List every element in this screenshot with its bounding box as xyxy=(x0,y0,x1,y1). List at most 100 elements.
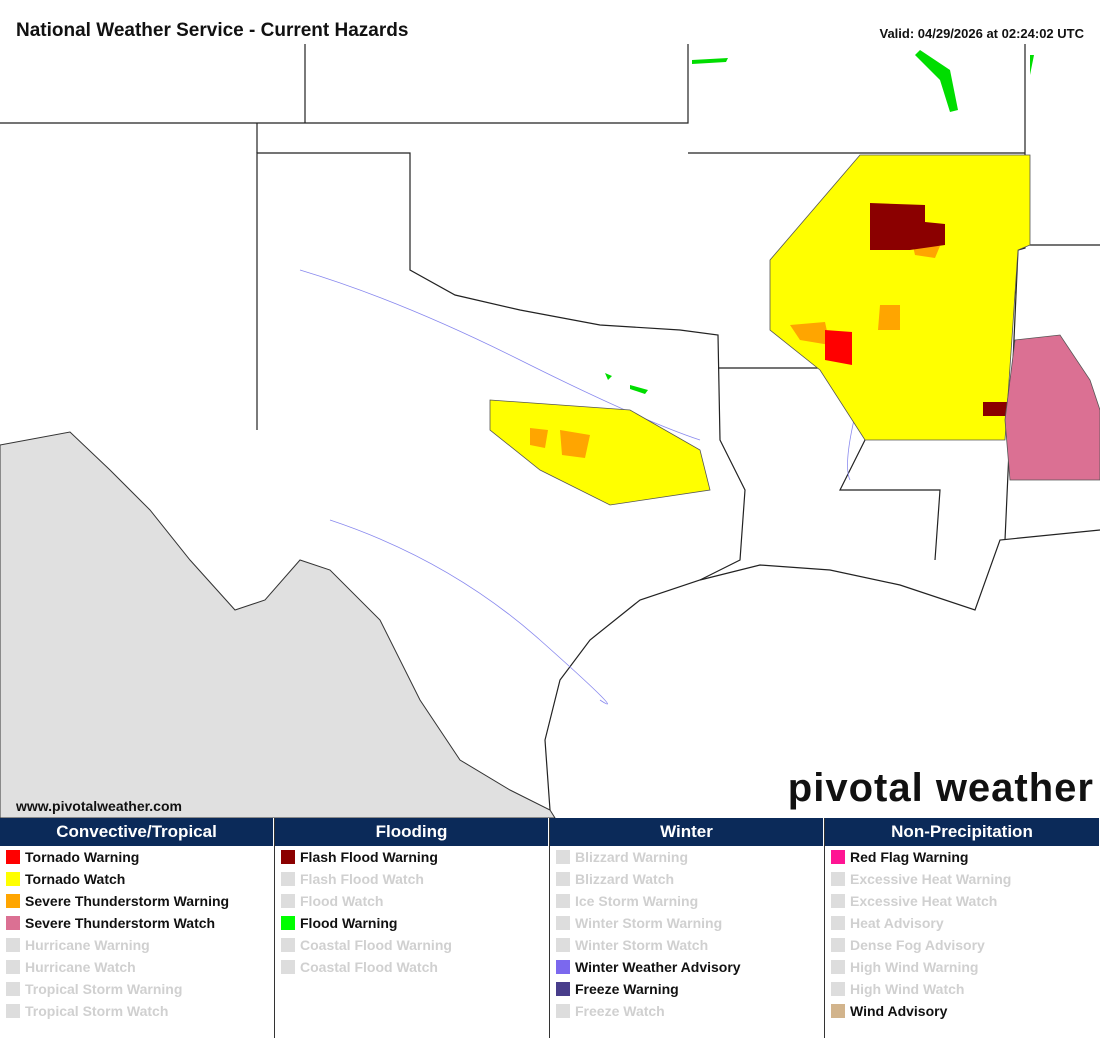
legend-label: Excessive Heat Watch xyxy=(850,893,998,909)
legend-item: Tropical Storm Watch xyxy=(0,1000,274,1022)
legend-label: Hurricane Warning xyxy=(25,937,150,953)
legend-swatch xyxy=(556,938,570,952)
legend-item: High Wind Warning xyxy=(825,956,1100,978)
legend-label: Winter Storm Watch xyxy=(575,937,709,953)
map xyxy=(0,44,1100,818)
legend-item: Hurricane Watch xyxy=(0,956,274,978)
legend-item: Blizzard Watch xyxy=(550,868,824,890)
legend-swatch xyxy=(6,982,20,996)
legend-heading: Non-Precipitation xyxy=(825,818,1100,846)
legend-swatch xyxy=(556,1004,570,1018)
legend-swatch xyxy=(556,960,570,974)
legend-item: Winter Storm Warning xyxy=(550,912,824,934)
legend-item: Freeze Watch xyxy=(550,1000,824,1022)
legend-item: Hurricane Warning xyxy=(0,934,274,956)
legend-label: Heat Advisory xyxy=(850,915,944,931)
legend-label: Tropical Storm Warning xyxy=(25,981,183,997)
legend-label: Tornado Watch xyxy=(25,871,126,887)
legend-label: Tropical Storm Watch xyxy=(25,1003,169,1019)
legend-swatch xyxy=(281,850,295,864)
legend-label: Flood Warning xyxy=(300,915,398,931)
legend-label: Severe Thunderstorm Watch xyxy=(25,915,216,931)
legend-label: High Wind Watch xyxy=(850,981,965,997)
legend-item: Flood Watch xyxy=(275,890,549,912)
legend-label: Excessive Heat Warning xyxy=(850,871,1012,887)
logo: pivotal weather xyxy=(787,766,1094,810)
legend-item: Blizzard Warning xyxy=(550,846,824,868)
legend-swatch xyxy=(6,938,20,952)
legend-swatch xyxy=(831,850,845,864)
legend-swatch xyxy=(831,894,845,908)
legend-swatch xyxy=(6,960,20,974)
legend-item: Tropical Storm Warning xyxy=(0,978,274,1000)
legend-label: Freeze Warning xyxy=(575,981,679,997)
legend-label: Coastal Flood Watch xyxy=(300,959,438,975)
legend-label: Freeze Watch xyxy=(575,1003,665,1019)
legend-heading: Winter xyxy=(550,818,824,846)
legend-swatch xyxy=(281,916,295,930)
legend-column: Non-Precipitation Red Flag Warning Excessi… xyxy=(825,818,1100,1038)
legend-item: Red Flag Warning xyxy=(825,846,1100,868)
legend-column: Flooding Flash Flood Warning Flash Flood W… xyxy=(275,818,550,1038)
legend: Convective/Tropical Tornado Warning Tornad… xyxy=(0,818,1100,1038)
legend-item: Excessive Heat Warning xyxy=(825,868,1100,890)
legend-label: Hurricane Watch xyxy=(25,959,136,975)
legend-swatch xyxy=(831,1004,845,1018)
legend-item: Winter Storm Watch xyxy=(550,934,824,956)
valid-time: Valid: 04/29/2026 at 02:24:02 UTC xyxy=(879,26,1084,41)
legend-swatch xyxy=(6,850,20,864)
title: National Weather Service - Current Hazar… xyxy=(16,20,409,41)
legend-label: Flood Watch xyxy=(300,893,384,909)
legend-label: Winter Weather Advisory xyxy=(575,959,741,975)
legend-label: Tornado Warning xyxy=(25,849,140,865)
legend-swatch xyxy=(6,894,20,908)
legend-swatch xyxy=(6,1004,20,1018)
legend-heading: Flooding xyxy=(275,818,549,846)
legend-item: Winter Weather Advisory xyxy=(550,956,824,978)
legend-label: Red Flag Warning xyxy=(850,849,969,865)
legend-swatch xyxy=(831,982,845,996)
legend-swatch xyxy=(831,960,845,974)
legend-label: Blizzard Watch xyxy=(575,871,675,887)
legend-item: Excessive Heat Watch xyxy=(825,890,1100,912)
legend-swatch xyxy=(281,894,295,908)
legend-item: Severe Thunderstorm Watch xyxy=(0,912,274,934)
legend-item: Coastal Flood Watch xyxy=(275,956,549,978)
legend-swatch xyxy=(281,960,295,974)
legend-swatch xyxy=(281,872,295,886)
legend-swatch xyxy=(556,872,570,886)
legend-item: Freeze Warning xyxy=(550,978,824,1000)
legend-swatch xyxy=(556,894,570,908)
legend-column: Convective/Tropical Tornado Warning Tornad… xyxy=(0,818,275,1038)
legend-label: Wind Advisory xyxy=(850,1003,948,1019)
legend-label: Severe Thunderstorm Warning xyxy=(25,893,230,909)
legend-swatch xyxy=(831,872,845,886)
legend-label: Blizzard Warning xyxy=(575,849,689,865)
legend-item: Heat Advisory xyxy=(825,912,1100,934)
legend-label: Winter Storm Warning xyxy=(575,915,723,931)
legend-swatch xyxy=(6,916,20,930)
legend-item: Wind Advisory xyxy=(825,1000,1100,1022)
website: www.pivotalweather.com xyxy=(16,798,182,814)
legend-item: High Wind Watch xyxy=(825,978,1100,1000)
legend-column: Winter Blizzard Warning Blizzard Watch Ice … xyxy=(550,818,825,1038)
legend-label: Ice Storm Warning xyxy=(575,893,699,909)
legend-item: Flash Flood Warning xyxy=(275,846,549,868)
legend-item: Dense Fog Advisory xyxy=(825,934,1100,956)
legend-swatch xyxy=(556,916,570,930)
legend-swatch xyxy=(556,982,570,996)
legend-heading: Convective/Tropical xyxy=(0,818,274,846)
legend-label: Flash Flood Warning xyxy=(300,849,438,865)
legend-label: Flash Flood Watch xyxy=(300,871,424,887)
legend-item: Tornado Warning xyxy=(0,846,274,868)
legend-swatch xyxy=(6,872,20,886)
legend-item: Flood Warning xyxy=(275,912,549,934)
legend-swatch xyxy=(281,938,295,952)
legend-label: High Wind Warning xyxy=(850,959,979,975)
legend-swatch xyxy=(556,850,570,864)
legend-item: Flash Flood Watch xyxy=(275,868,549,890)
legend-item: Ice Storm Warning xyxy=(550,890,824,912)
legend-label: Dense Fog Advisory xyxy=(850,937,985,953)
legend-item: Severe Thunderstorm Warning xyxy=(0,890,274,912)
